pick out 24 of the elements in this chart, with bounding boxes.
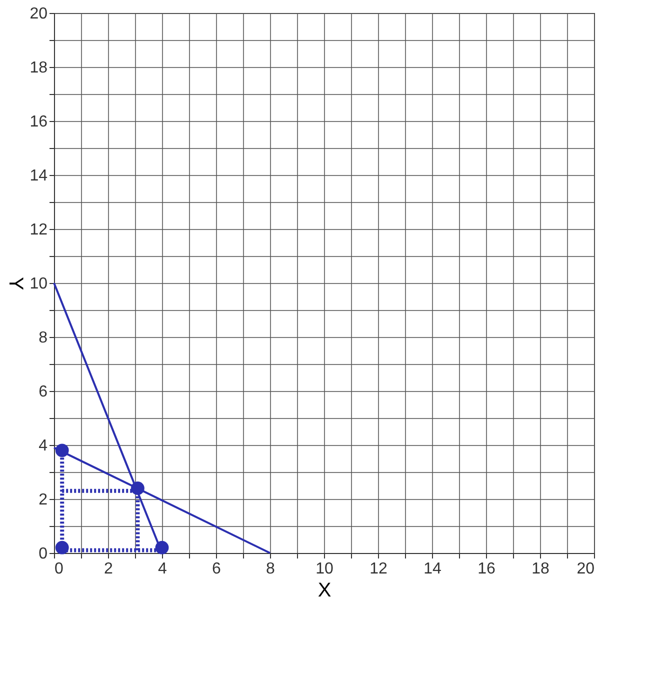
y-tick-label: 0 [38,546,48,562]
x-axis-title: X [318,580,332,602]
x-tick-label: 14 [424,560,442,578]
x-tick-label: 4 [158,560,168,578]
y-tick-label: 14 [30,168,48,184]
x-tick-label: 8 [266,560,276,578]
y-tick-label: 8 [38,330,48,346]
y-tick-label: 4 [38,438,48,454]
x-tick-label: 12 [370,560,388,578]
y-tick-label: 20 [30,6,48,22]
x-tick-label: 16 [478,560,496,578]
y-tick-label: 2 [38,492,48,508]
y-axis-title: Y [4,276,27,290]
x-tick-label: 0 [54,560,64,578]
y-tick-label: 10 [30,276,48,292]
y-tick-label: 6 [38,384,48,400]
y-tick-label: 18 [30,60,48,76]
x-tick-label: 20 [576,560,595,578]
x-tick-label: 6 [212,560,222,578]
x-tick-label: 18 [532,560,550,578]
y-tick-label: 16 [30,114,48,130]
x-tick-label: 10 [316,560,334,578]
y-tick-label: 12 [30,222,48,238]
x-tick-label: 2 [104,560,114,578]
